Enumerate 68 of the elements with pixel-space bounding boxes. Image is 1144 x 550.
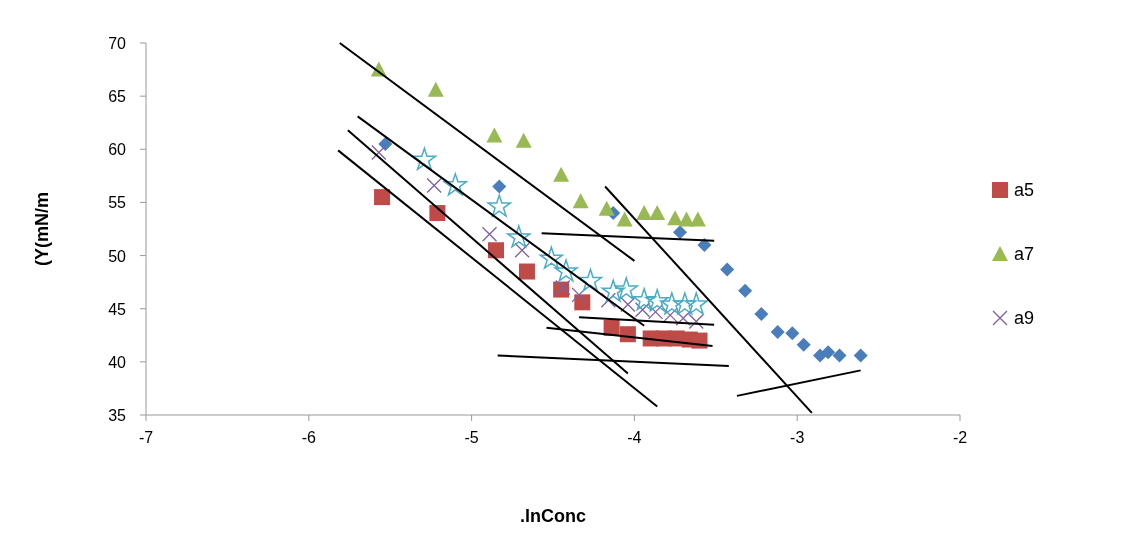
point	[697, 237, 712, 252]
point	[600, 292, 616, 308]
point	[796, 337, 811, 352]
point	[412, 147, 437, 171]
point	[684, 292, 709, 315]
point	[578, 268, 603, 292]
y-axis-title: (Y(mN/m	[32, 191, 52, 267]
x-tick-label: -6	[301, 429, 317, 446]
point	[632, 287, 656, 311]
point	[539, 246, 564, 269]
x-tick-label: -5	[464, 429, 479, 446]
legend-label: a5	[1014, 180, 1035, 200]
point	[770, 325, 785, 340]
legend-label: a7	[1014, 244, 1035, 264]
point	[821, 345, 836, 360]
point	[754, 307, 769, 322]
point	[486, 127, 503, 143]
x-tick-label: -3	[790, 429, 805, 446]
y-tick-label: 50	[108, 247, 127, 265]
y-tick-label: 60	[108, 141, 127, 159]
point	[785, 326, 800, 341]
point	[598, 200, 615, 216]
y-tick-label: 40	[108, 353, 127, 371]
point	[601, 279, 625, 302]
point	[616, 211, 633, 227]
point	[832, 348, 847, 363]
point	[371, 144, 387, 161]
x-tick-label: -2	[952, 429, 968, 446]
point	[675, 310, 691, 326]
y-tick-label: 65	[108, 88, 127, 106]
x-tick-label: -7	[138, 429, 154, 446]
x-tick-label: -4	[627, 429, 642, 446]
point	[426, 177, 442, 194]
y-tick-label: 35	[108, 407, 127, 424]
point	[572, 193, 589, 209]
point	[488, 242, 505, 259]
point	[720, 262, 735, 277]
point	[487, 194, 512, 217]
point	[672, 225, 687, 240]
point	[443, 173, 468, 196]
point	[689, 211, 706, 227]
point	[514, 242, 530, 258]
point	[492, 179, 507, 194]
point	[481, 226, 498, 242]
point	[645, 288, 669, 312]
point	[515, 132, 532, 148]
y-tick-label: 70	[108, 35, 127, 52]
point	[649, 205, 666, 221]
point	[620, 296, 636, 313]
y-tick-label: 45	[108, 300, 127, 318]
point	[688, 313, 704, 330]
point	[574, 294, 591, 311]
point	[853, 348, 868, 363]
x-axis-title: .lnConc	[520, 506, 586, 526]
point	[636, 205, 653, 221]
point	[374, 189, 391, 206]
point	[427, 81, 444, 97]
point	[614, 277, 638, 300]
point	[507, 225, 531, 248]
legend-label: a9	[1014, 308, 1035, 328]
point	[738, 283, 753, 298]
point	[378, 136, 393, 151]
point	[660, 292, 684, 315]
point	[553, 166, 570, 182]
point	[518, 263, 535, 280]
point	[673, 292, 697, 315]
y-tick-label: 55	[108, 194, 127, 212]
point	[554, 259, 578, 282]
